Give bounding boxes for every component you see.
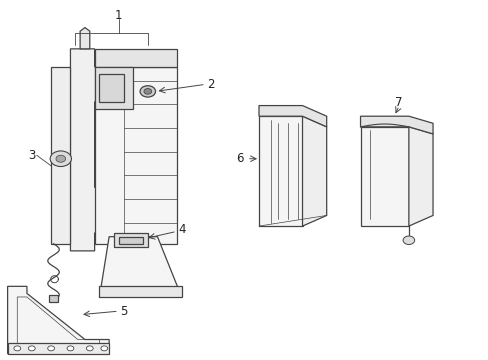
Circle shape <box>48 346 54 351</box>
Text: 2: 2 <box>206 78 214 91</box>
Circle shape <box>143 89 151 94</box>
Polygon shape <box>80 28 90 49</box>
Circle shape <box>56 155 65 162</box>
Text: 6: 6 <box>235 152 243 165</box>
Text: 7: 7 <box>395 95 402 108</box>
Text: 3: 3 <box>28 149 36 162</box>
Text: 5: 5 <box>120 305 127 318</box>
Polygon shape <box>49 295 58 302</box>
Polygon shape <box>360 127 408 226</box>
Polygon shape <box>8 343 109 354</box>
Circle shape <box>140 86 155 97</box>
Polygon shape <box>8 286 109 354</box>
Polygon shape <box>302 116 326 226</box>
Polygon shape <box>114 233 147 247</box>
Polygon shape <box>95 49 177 67</box>
Circle shape <box>67 346 74 351</box>
Polygon shape <box>259 105 326 127</box>
Circle shape <box>28 346 35 351</box>
Polygon shape <box>99 286 181 297</box>
Polygon shape <box>99 237 181 297</box>
Circle shape <box>86 346 93 351</box>
Polygon shape <box>360 116 432 134</box>
Circle shape <box>14 346 20 351</box>
Circle shape <box>402 236 414 244</box>
Polygon shape <box>70 49 104 251</box>
Polygon shape <box>99 74 123 102</box>
Polygon shape <box>51 67 70 244</box>
Polygon shape <box>119 237 142 244</box>
Circle shape <box>50 151 71 167</box>
Polygon shape <box>408 127 432 226</box>
Text: 4: 4 <box>178 223 185 236</box>
Circle shape <box>101 346 107 351</box>
Text: 1: 1 <box>115 9 122 22</box>
Polygon shape <box>259 116 302 226</box>
Polygon shape <box>95 67 133 109</box>
Polygon shape <box>95 67 177 244</box>
